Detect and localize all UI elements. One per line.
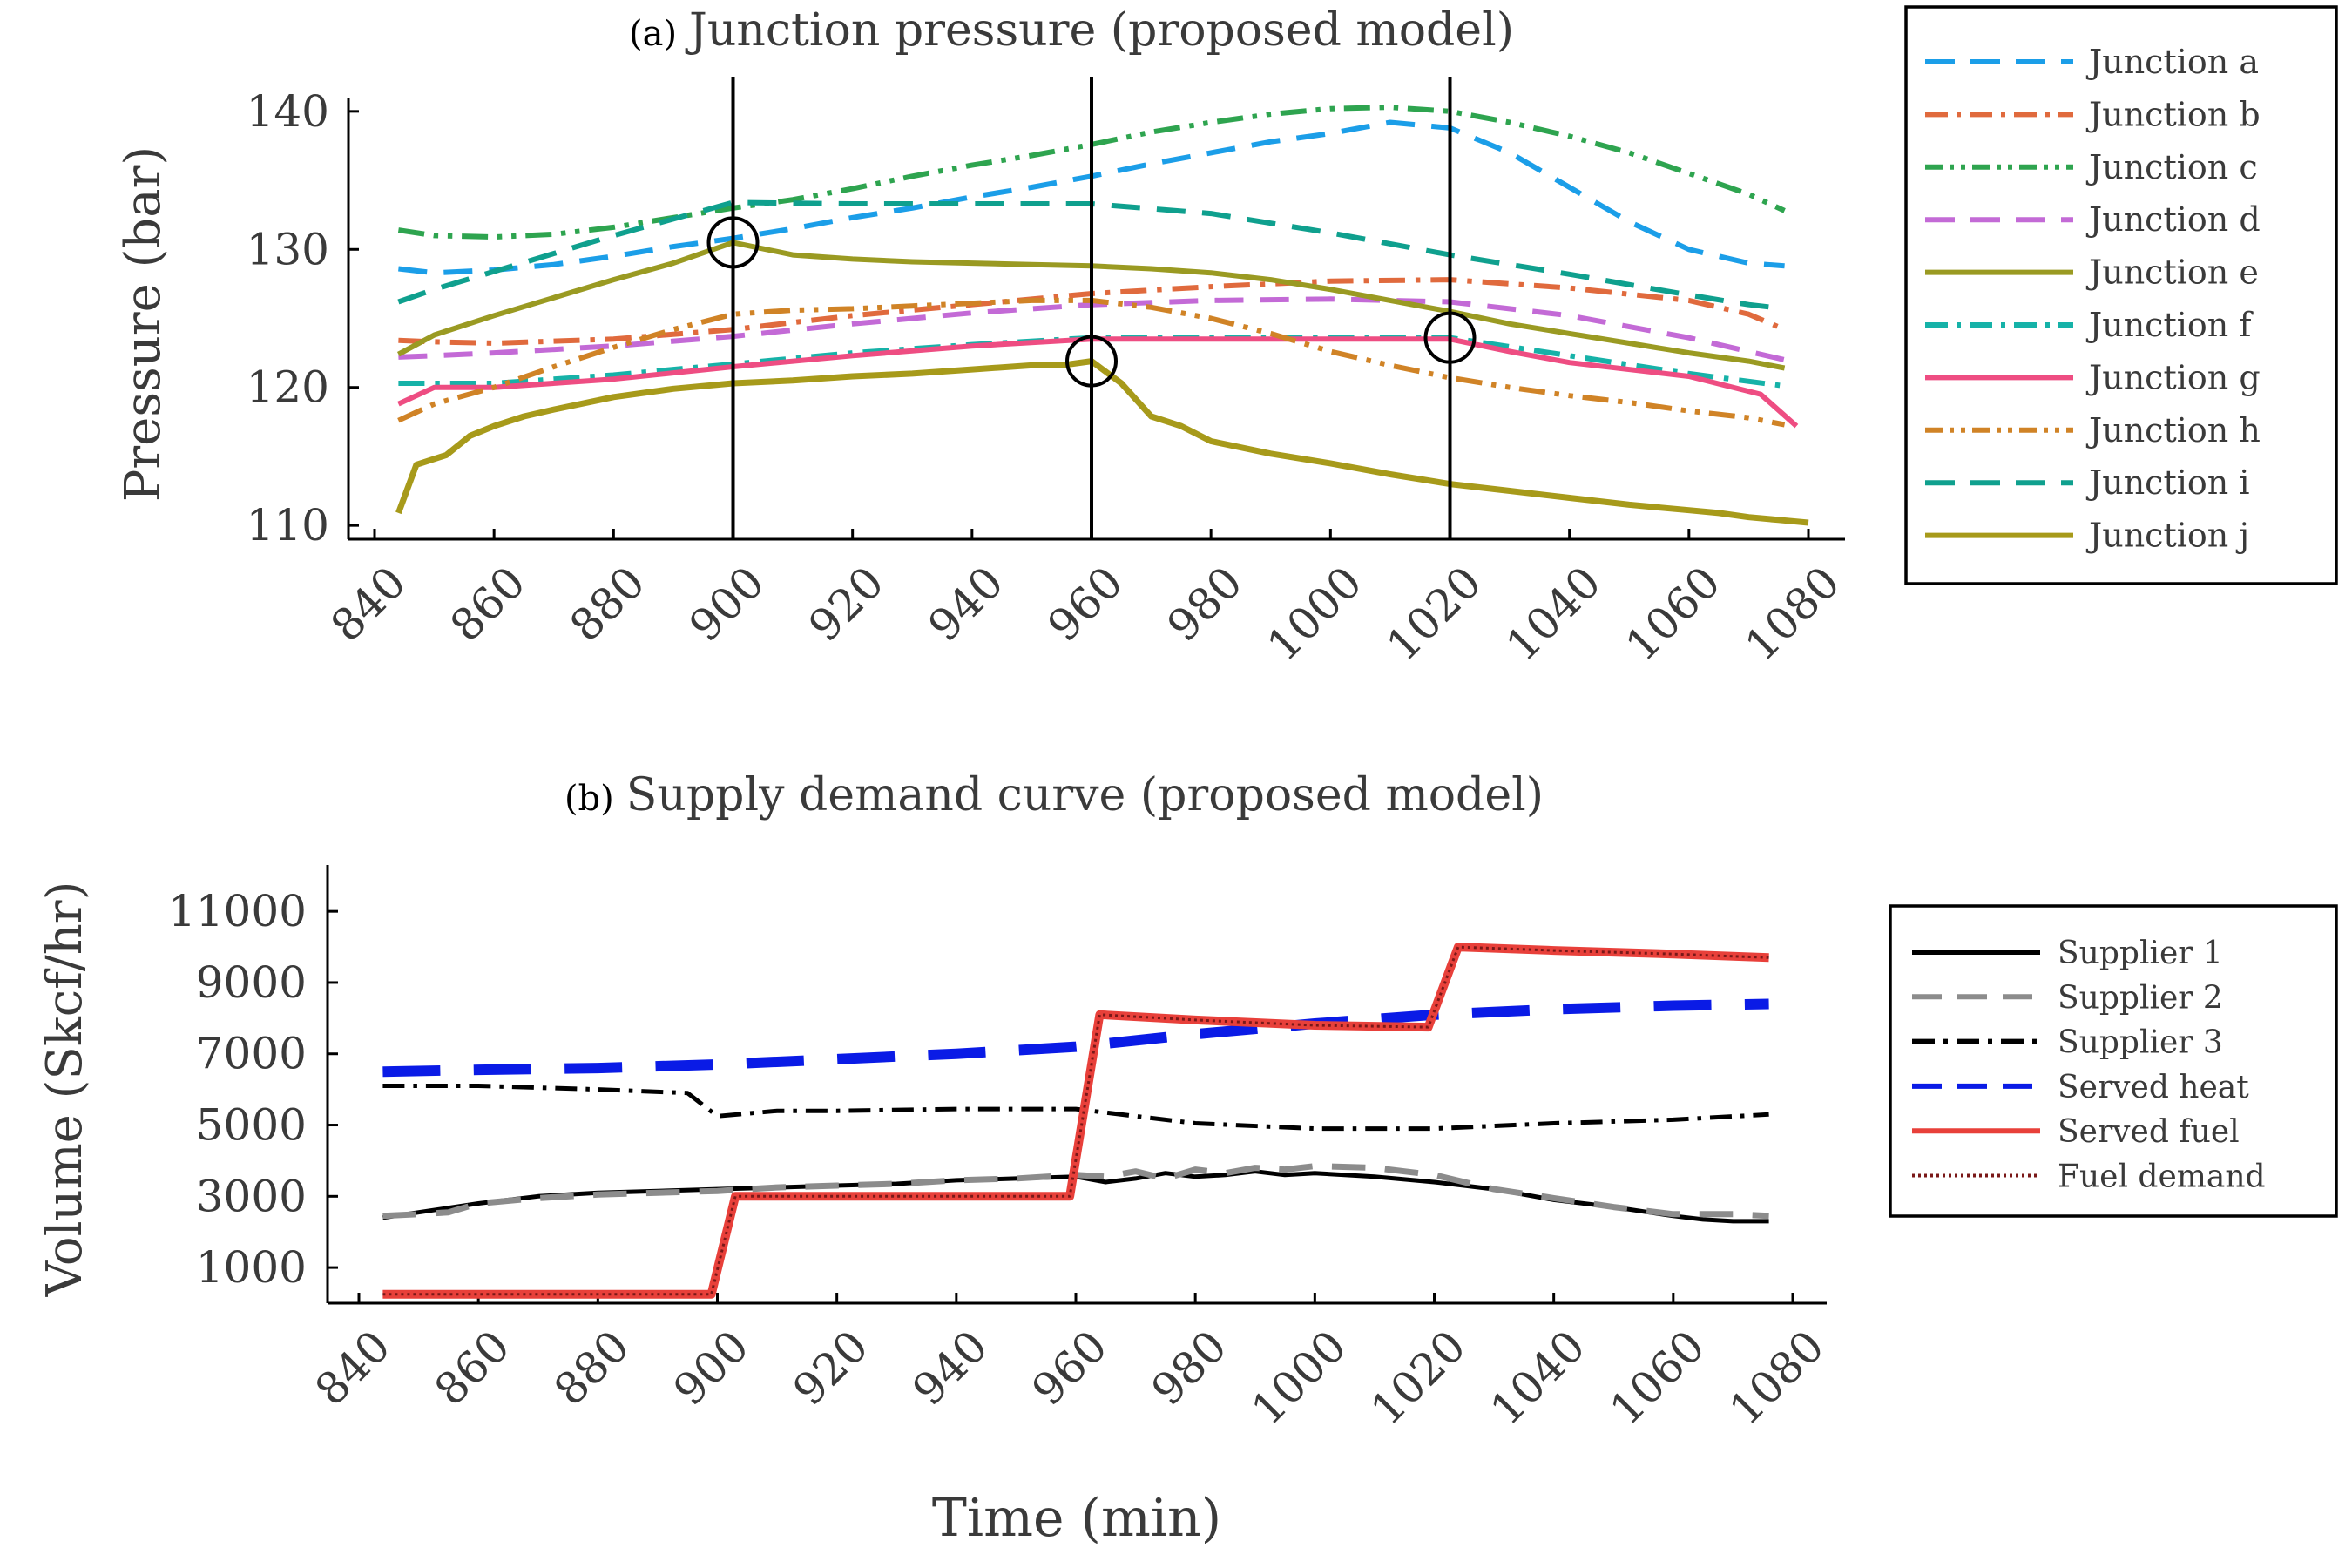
- legend-label: Supplier 3: [2058, 1025, 2223, 1061]
- x-tick-label: 920: [783, 1321, 877, 1415]
- legend-label: Served fuel: [2058, 1114, 2240, 1150]
- y-tick-label: 11000: [168, 886, 307, 936]
- x-tick-label: 1080: [1720, 1321, 1834, 1435]
- x-tick-label: 1000: [1258, 557, 1372, 671]
- panel-b-legend-entries: Supplier 1 Supplier 2 Supplier 3 Served hea…: [1912, 936, 2266, 1195]
- y-tick-label: 9000: [196, 957, 307, 1008]
- x-tick-label: 1040: [1497, 557, 1611, 671]
- x-tick-label: 1040: [1481, 1321, 1595, 1435]
- panel-b-legend-box: [1889, 904, 2338, 1218]
- series-line-supplier-2: [382, 1163, 1769, 1220]
- panel-a-junction-pressure: (a) Junction pressure (proposed model) Pr…: [115, 4, 2338, 671]
- panel-a-plot-area: [395, 77, 1809, 539]
- legend-label: Served heat: [2058, 1070, 2249, 1105]
- x-tick-label: 980: [1142, 1321, 1236, 1415]
- x-tick-label: 940: [919, 557, 1013, 651]
- x-tick-label: 880: [560, 557, 654, 651]
- panel-b-x-label: Time (min): [932, 1488, 1221, 1549]
- y-tick-label: 5000: [196, 1100, 307, 1151]
- y-tick-label: 130: [247, 224, 329, 274]
- x-tick-label: 1000: [1242, 1321, 1356, 1435]
- panel-b-axis-ticks: 840 860 880 900 920 940 960 980 1000 1020 1040 1060…: [168, 886, 1834, 1435]
- y-tick-label: 120: [247, 362, 329, 413]
- legend-label: Junction e: [2085, 253, 2259, 292]
- x-tick-label: 1060: [1600, 1321, 1714, 1435]
- panel-a-axis-ticks: 840 860 880 900 920 940 960 980 1000 1020 1040 1060…: [247, 86, 1850, 671]
- panel-b-supply-demand: (b) Supply demand curve (proposed model) …: [37, 769, 2338, 1549]
- x-tick-label: 980: [1158, 557, 1252, 651]
- series-line-junction-j: [395, 358, 1809, 526]
- x-tick-label: 960: [1023, 1321, 1117, 1415]
- event-circle-marker: [706, 216, 760, 269]
- x-tick-label: 900: [664, 1321, 758, 1415]
- x-tick-label: 860: [425, 1321, 519, 1415]
- x-tick-label: 1060: [1616, 557, 1730, 671]
- legend-label: Junction h: [2085, 411, 2261, 449]
- legend-label: Junction i: [2085, 463, 2249, 502]
- legend-label: Supplier 1: [2058, 936, 2223, 971]
- panel-b-title: (b) Supply demand curve (proposed model): [564, 769, 1544, 821]
- panel-b-legend: Supplier 1 Supplier 2 Supplier 3 Served hea…: [1889, 904, 2338, 1218]
- series-line-fuel-demand: [382, 945, 1769, 1296]
- series-line-junction-i: [397, 199, 1785, 312]
- series-line-served-heat: [382, 998, 1769, 1078]
- event-circle-marker: [1065, 335, 1118, 388]
- series-line-served-fuel: [382, 943, 1769, 1299]
- y-tick-label: 7000: [196, 1029, 307, 1079]
- y-tick-label: 110: [247, 500, 329, 551]
- x-tick-label: 840: [321, 557, 416, 651]
- x-tick-label: 1020: [1377, 557, 1491, 671]
- y-tick-label: 140: [247, 86, 329, 137]
- legend-label: Supplier 2: [2058, 980, 2223, 1016]
- series-line-junction-c: [397, 105, 1786, 240]
- panel-b-plot-area: [382, 943, 1769, 1299]
- x-tick-label: 940: [903, 1321, 997, 1415]
- x-tick-label: 920: [799, 557, 893, 651]
- legend-label: Fuel demand: [2058, 1159, 2266, 1195]
- legend-label: Junction d: [2085, 200, 2261, 239]
- x-tick-label: 860: [441, 557, 535, 651]
- panel-b-y-label: Volume (Skcf/hr): [37, 882, 93, 1298]
- series-line-junction-g: [397, 336, 1799, 429]
- x-tick-label: 960: [1038, 557, 1132, 651]
- series-line-junction-d: [398, 296, 1786, 362]
- x-tick-label: 1080: [1735, 557, 1849, 671]
- panel-a-legend: Junction a Junction b Junction c Junction d…: [1904, 5, 2338, 585]
- x-tick-label: 900: [679, 557, 774, 651]
- legend-label: Junction a: [2085, 43, 2259, 81]
- panel-a-y-label: Pressure (bar): [115, 146, 172, 503]
- x-tick-label: 1020: [1362, 1321, 1476, 1435]
- x-tick-label: 880: [544, 1321, 639, 1415]
- panel-a-legend-box: [1904, 5, 2338, 585]
- legend-label: Junction c: [2085, 148, 2258, 186]
- event-circle-marker: [1423, 311, 1477, 364]
- x-tick-label: 840: [306, 1321, 400, 1415]
- legend-label: Junction f: [2085, 306, 2254, 344]
- panel-a-title: (a) Junction pressure (proposed model): [629, 4, 1514, 57]
- y-tick-label: 3000: [196, 1171, 307, 1221]
- legend-label: Junction j: [2085, 517, 2249, 555]
- legend-label: Junction g: [2085, 358, 2261, 396]
- y-tick-label: 1000: [196, 1242, 307, 1293]
- series-line-supplier-3: [382, 1084, 1769, 1132]
- legend-label: Junction b: [2085, 95, 2261, 133]
- panel-a-legend-entries: Junction a Junction b Junction c Junction d…: [1925, 43, 2261, 555]
